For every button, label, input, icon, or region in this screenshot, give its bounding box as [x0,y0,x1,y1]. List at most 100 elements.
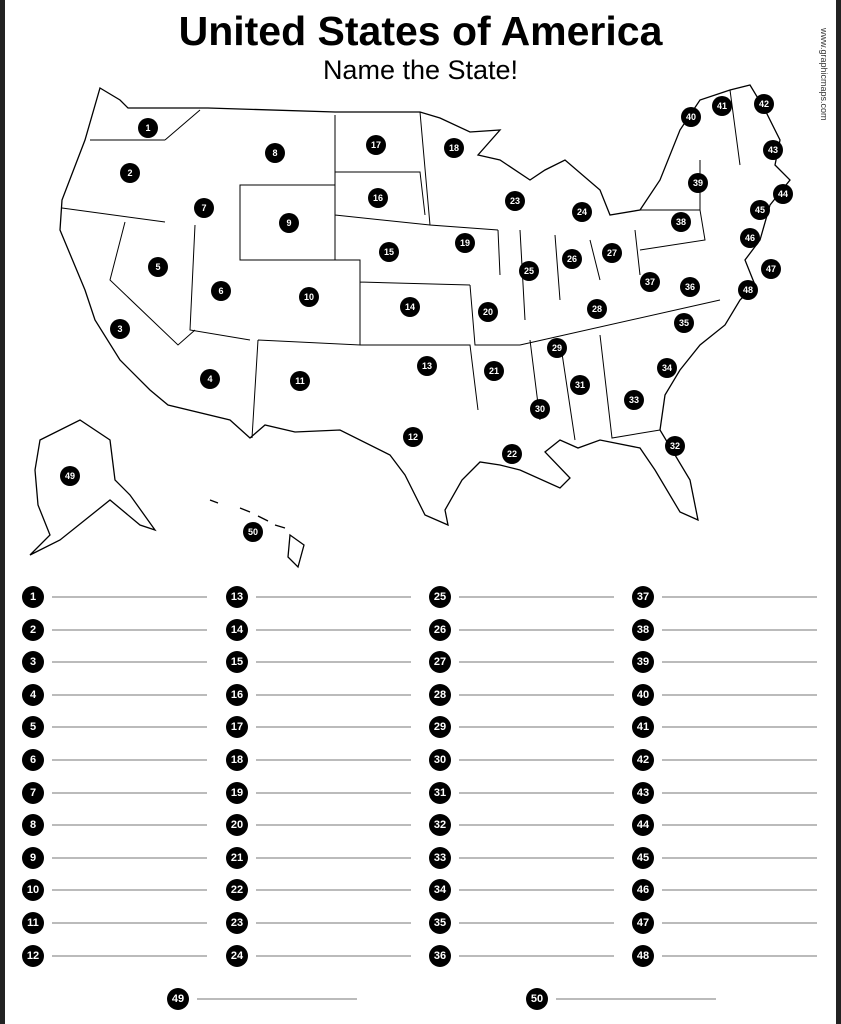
answer-blank[interactable] [256,824,411,827]
answer-number: 40 [632,683,654,706]
answer-blank[interactable] [256,759,411,761]
answer-blank[interactable] [459,759,614,761]
answer-blank[interactable] [52,759,207,761]
answer-blank[interactable] [662,596,817,598]
answer-number: 10 [22,879,44,902]
answer-blank[interactable] [459,922,614,924]
answer-row: 29 [429,716,614,739]
answer-row: 3 [22,651,207,674]
answer-blank[interactable] [459,954,614,957]
state-marker-25: 25 [519,261,539,281]
state-marker-29: 29 [547,338,567,358]
answer-blank[interactable] [459,889,614,892]
answer-blank[interactable] [662,824,817,827]
answer-blank[interactable] [52,954,207,957]
answer-number: 45 [632,846,654,869]
answer-blank[interactable] [256,596,411,598]
answer-blank[interactable] [459,628,614,631]
answer-blank[interactable] [52,596,207,598]
answer-row: 25 [429,586,614,608]
state-marker-11: 11 [290,371,310,391]
answer-number: 50 [526,988,548,1010]
answer-blank[interactable] [662,922,817,924]
state-marker-1: 1 [138,118,158,138]
answer-blank[interactable] [256,693,411,696]
state-marker-40: 40 [681,107,701,127]
answer-blank[interactable] [52,889,207,892]
answer-row: 16 [226,683,411,706]
state-marker-19: 19 [455,233,475,253]
answer-number: 43 [632,781,654,804]
answer-number: 12 [22,944,44,967]
answer-number: 13 [226,586,248,608]
answer-row: 45 [632,846,817,869]
answer-blank[interactable] [197,998,357,1000]
answer-number: 39 [632,651,654,674]
answer-blank[interactable] [52,922,207,924]
answer-blank[interactable] [52,791,207,794]
answer-blank[interactable] [662,856,817,859]
answer-row: 50 [526,988,716,1010]
answer-blank[interactable] [256,954,411,957]
answer-blank[interactable] [662,954,817,957]
state-marker-6: 6 [211,281,231,301]
answer-blank[interactable] [662,628,817,631]
answer-blank[interactable] [256,856,411,859]
answer-row: 1 [22,586,207,608]
answer-number: 17 [226,716,248,739]
answer-blank[interactable] [52,628,207,631]
page-title: United States of America [178,8,663,54]
answer-row: 30 [429,749,614,771]
answer-blank[interactable] [52,824,207,827]
answer-number: 16 [226,683,248,706]
state-marker-10: 10 [299,287,319,307]
answer-row: 5 [22,716,207,739]
answer-number: 30 [429,749,451,771]
answer-blank[interactable] [662,661,817,664]
answer-blank[interactable] [52,726,207,729]
answer-blank[interactable] [662,759,817,761]
answer-row: 24 [226,944,411,967]
answer-number: 5 [22,716,44,739]
answer-blank[interactable] [459,596,614,598]
answer-blank[interactable] [459,856,614,859]
answer-blank[interactable] [52,693,207,696]
answer-row: 10 [22,879,207,902]
state-marker-17: 17 [366,135,386,155]
answer-blank[interactable] [256,922,411,924]
answer-number: 25 [429,586,451,608]
answer-number: 48 [632,944,654,967]
answer-blank[interactable] [662,889,817,892]
answer-row: 42 [632,749,817,771]
state-marker-47: 47 [761,259,781,279]
answer-blank[interactable] [662,791,817,794]
answer-row: 46 [632,879,817,902]
answer-blank[interactable] [52,661,207,664]
state-marker-27: 27 [602,243,622,263]
answer-blank[interactable] [256,628,411,631]
answer-row: 40 [632,683,817,706]
answer-blank[interactable] [256,889,411,892]
answer-blank[interactable] [662,726,817,729]
answer-row: 9 [22,846,207,869]
state-marker-36: 36 [680,277,700,297]
answer-blank[interactable] [459,661,614,664]
answer-blank[interactable] [459,791,614,794]
answer-blank[interactable] [459,824,614,827]
answer-blank[interactable] [662,693,817,696]
answer-blank[interactable] [459,693,614,696]
answer-blank[interactable] [256,726,411,729]
answer-row: 41 [632,716,817,739]
answer-row: 11 [22,912,207,934]
lower-48-outline [59,84,791,527]
answer-row: 26 [429,618,614,641]
answer-blank[interactable] [556,998,716,1000]
answer-blank[interactable] [52,856,207,859]
answer-blank[interactable] [256,661,411,664]
answer-blank[interactable] [459,726,614,729]
answer-number: 38 [632,618,654,641]
answer-row: 31 [429,781,614,804]
answer-number: 18 [226,749,248,771]
answer-number: 26 [429,618,451,641]
answer-blank[interactable] [256,791,411,794]
